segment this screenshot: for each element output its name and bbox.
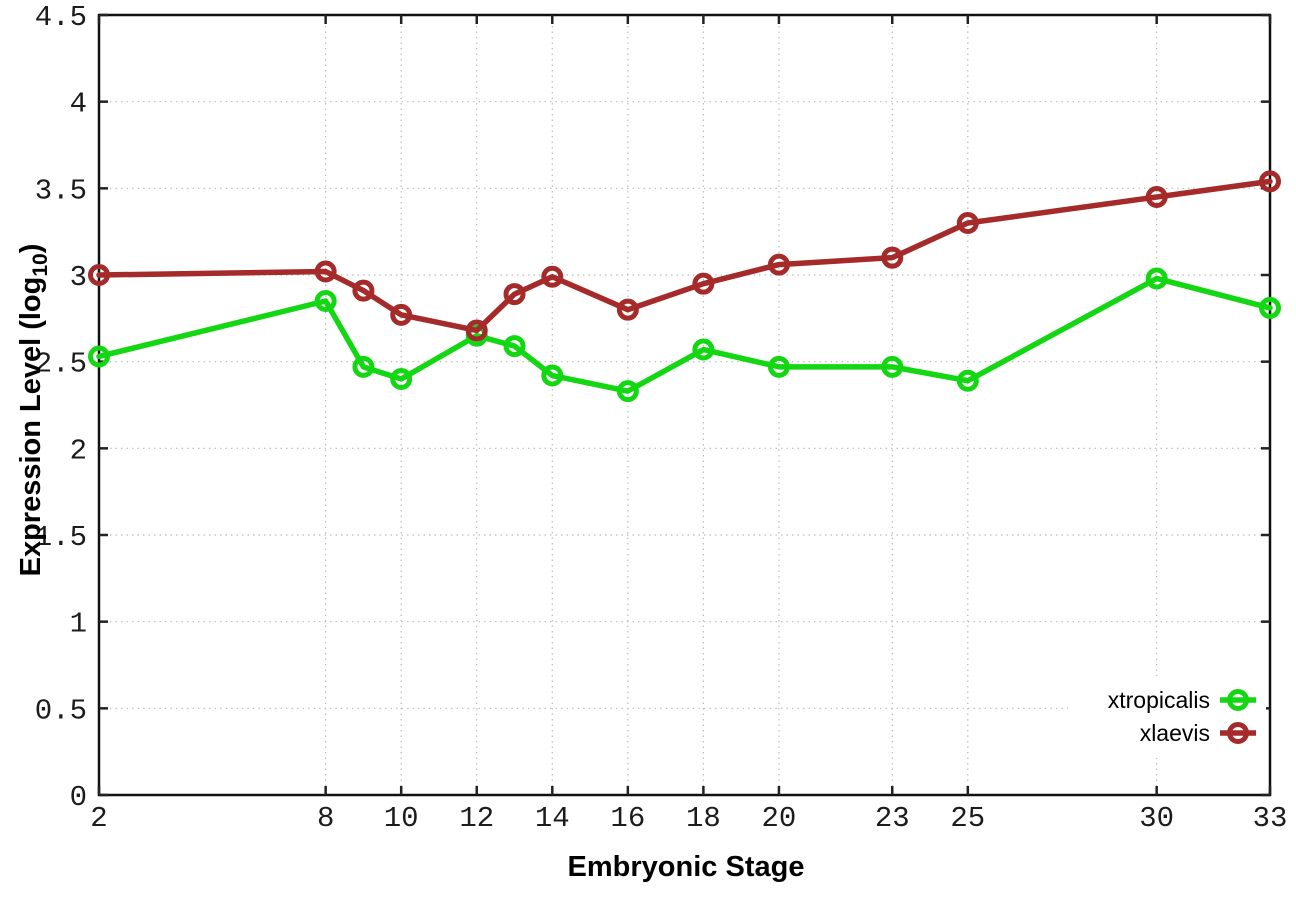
data-point-xtropicalis	[767, 355, 790, 378]
data-point-xlaevis	[541, 265, 564, 288]
x-tick-label: 25	[950, 802, 985, 835]
legend: xtropicalis xlaevis	[1068, 676, 1266, 758]
data-point-xtropicalis	[314, 290, 337, 312]
data-point-xlaevis	[314, 260, 337, 283]
y-tick-label: 1.5	[35, 521, 87, 554]
data-point-xlaevis	[692, 272, 715, 295]
y-axis-label: Expression Level (log10)	[15, 244, 52, 577]
y-tick-label: 0.5	[35, 694, 87, 727]
data-point-xtropicalis	[541, 364, 564, 387]
data-point-xtropicalis	[390, 368, 413, 390]
data-point-xtropicalis	[352, 355, 375, 378]
data-point-xlaevis	[616, 298, 639, 321]
chart-render-root: 2 8 10 12 14 16 18 20 23 25 30 33 0 0.5 1 1.5 2 2.5 3 3.5 4 4…	[35, 1, 1288, 835]
data-point-xlaevis	[956, 212, 979, 234]
legend-label-xtropicalis: xtropicalis	[1108, 687, 1210, 713]
y-tick-label: 1	[70, 608, 87, 641]
y-tick-label: 4.5	[35, 1, 87, 34]
x-tick-label: 14	[535, 802, 570, 835]
y-tick-label: 4	[70, 88, 87, 121]
x-axis-label: Embryonic Stage	[568, 851, 805, 883]
data-point-xlaevis	[1259, 170, 1281, 193]
x-tick-label: 23	[875, 802, 910, 835]
legend-label-xlaevis: xlaevis	[1140, 720, 1210, 746]
plot-border	[97, 13, 1272, 797]
data-point-xtropicalis	[1145, 267, 1168, 290]
y-tick-label: 2.5	[35, 348, 87, 381]
y-tick-label: 3.5	[35, 174, 87, 207]
data-point-xlaevis	[1145, 186, 1168, 208]
legend-sample-marker-xtropicalis	[1227, 689, 1249, 711]
data-point-xtropicalis	[692, 338, 715, 361]
data-point-xlaevis	[88, 264, 110, 286]
y-tick-label: 0	[70, 781, 87, 814]
data-point-xlaevis	[503, 283, 526, 306]
x-tick-label: 12	[459, 802, 494, 835]
x-tick-label: 2	[90, 802, 107, 835]
data-point-xlaevis	[390, 303, 413, 326]
data-point-xlaevis	[352, 279, 375, 302]
x-tick-label: 8	[317, 802, 334, 835]
series-xlaevis	[88, 170, 1281, 342]
legend-sample-marker-xlaevis	[1227, 722, 1249, 744]
x-tick-label: 10	[384, 802, 419, 835]
y-tick-label: 3	[70, 261, 87, 294]
x-tick-label: 20	[762, 802, 797, 835]
data-point-xlaevis	[881, 246, 904, 269]
data-point-xtropicalis	[88, 345, 110, 368]
x-tick-label: 33	[1253, 802, 1288, 835]
y-tick-label: 2	[70, 434, 87, 467]
x-tick-label: 30	[1139, 802, 1174, 835]
data-point-xlaevis	[767, 253, 790, 276]
data-point-xtropicalis	[881, 355, 904, 378]
data-point-xtropicalis	[956, 369, 979, 392]
series-line-xlaevis	[96, 178, 1273, 334]
series-line-xtropicalis	[96, 275, 1273, 394]
x-tick-label: 16	[610, 802, 645, 835]
data-point-xtropicalis	[1259, 296, 1281, 319]
legend-background	[1068, 676, 1266, 758]
data-point-xlaevis	[465, 319, 488, 342]
data-point-xtropicalis	[616, 380, 639, 403]
x-tick-label: 18	[686, 802, 721, 835]
data-point-xtropicalis	[503, 335, 526, 358]
